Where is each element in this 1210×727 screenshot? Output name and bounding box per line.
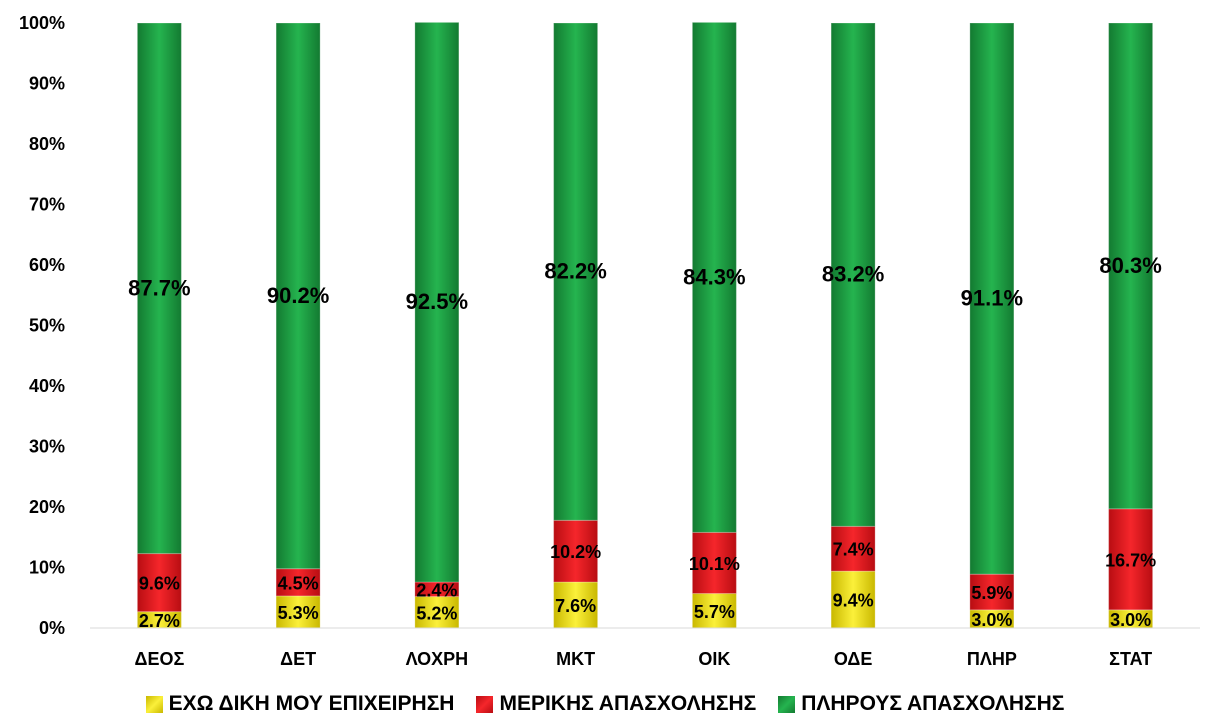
y-tick-label: 50% bbox=[29, 316, 65, 336]
data-label: 10.2% bbox=[550, 542, 601, 562]
legend: ΕΧΩ ΔΙΚΗ ΜΟΥ ΕΠΙΧΕΙΡΗΣΗ ΜΕΡΙΚΗΣ ΑΠΑΣΧΟΛΗΣ… bbox=[0, 686, 1210, 722]
bar-segment bbox=[830, 570, 876, 629]
y-tick-label: 10% bbox=[29, 558, 65, 578]
data-label: 10.1% bbox=[689, 554, 740, 574]
data-label: 5.3% bbox=[278, 603, 319, 623]
data-label: 4.5% bbox=[278, 573, 319, 593]
legend-label: ΜΕΡΙΚΗΣ ΑΠΑΣΧΟΛΗΣΗΣ bbox=[499, 692, 757, 715]
y-tick-label: 60% bbox=[29, 255, 65, 275]
data-label: 5.7% bbox=[694, 602, 735, 622]
legend-swatch bbox=[476, 695, 494, 713]
legend-item: ΕΧΩ ΔΙΚΗ ΜΟΥ ΕΠΙΧΕΙΡΗΣΗ bbox=[145, 692, 455, 716]
y-tick-label: 0% bbox=[39, 618, 65, 638]
x-axis: ΔΕΟΣ ΔΕΤ ΛΟΧΡΗ ΜΚΤ ΟΙΚ ΟΔΕ ΠΛΗΡ ΣΤΑΤ bbox=[90, 627, 1200, 669]
y-tick-label: 30% bbox=[29, 437, 65, 457]
x-category-label: ΜΚΤ bbox=[556, 649, 595, 669]
x-category-label: ΛΟΧΡΗ bbox=[406, 649, 469, 669]
data-label: 80.3% bbox=[1099, 253, 1161, 278]
bar-segment bbox=[553, 581, 599, 629]
bar-segment bbox=[275, 568, 321, 597]
legend-label: ΠΛΗΡΟΥΣ ΑΠΑΣΧΟΛΗΣΗΣ bbox=[801, 692, 1065, 715]
y-tick-label: 70% bbox=[29, 195, 65, 215]
legend-swatch bbox=[145, 695, 163, 713]
x-category-label: ΟΙΚ bbox=[698, 649, 730, 669]
bar-segment bbox=[969, 573, 1015, 611]
data-label: 9.4% bbox=[833, 591, 874, 611]
data-label: 3.0% bbox=[1110, 610, 1151, 630]
bar-segment bbox=[969, 22, 1015, 575]
data-label: 90.2% bbox=[267, 283, 329, 308]
bar-segment bbox=[275, 595, 321, 629]
bar-segment bbox=[1108, 22, 1154, 510]
bar-segment bbox=[275, 22, 321, 570]
data-label: 9.6% bbox=[139, 574, 180, 594]
data-label: 7.6% bbox=[555, 596, 596, 616]
bar-segment bbox=[414, 21, 460, 583]
data-label: 16.7% bbox=[1105, 550, 1156, 570]
bar-segment bbox=[830, 525, 876, 572]
bar-segment bbox=[1108, 508, 1154, 611]
x-category-label: ΔΕΟΣ bbox=[135, 649, 185, 669]
bar-segment bbox=[136, 22, 182, 555]
data-label: 2.7% bbox=[139, 611, 180, 631]
data-label: 5.2% bbox=[416, 603, 457, 623]
data-label: 84.3% bbox=[683, 264, 745, 289]
data-label: 87.7% bbox=[128, 275, 190, 300]
bar-segment bbox=[553, 519, 599, 583]
bar-segment bbox=[136, 553, 182, 613]
data-labels: 2.7% 9.6% 87.7% 5.3% 4.5% 90.2% 5.2% 2.4% 92.5% 7… bbox=[128, 253, 1162, 631]
y-axis: 0% 10% 20% 30% 40% 50% 60% 70% 80% 90% 100% bbox=[19, 13, 65, 638]
legend-swatch bbox=[778, 695, 796, 713]
stacked-bar-chart: 0% 10% 20% 30% 40% 50% 60% 70% 80% 90% 100% 2.7% 9.… bbox=[19, 13, 1200, 669]
x-category-label: ΠΛΗΡ bbox=[967, 649, 1017, 669]
x-category-label: ΟΔΕ bbox=[834, 649, 872, 669]
data-label: 7.4% bbox=[833, 540, 874, 560]
bar-segment bbox=[553, 22, 599, 521]
bar-segment bbox=[830, 22, 876, 527]
legend-label: ΕΧΩ ΔΙΚΗ ΜΟΥ ΕΠΙΧΕΙΡΗΣΗ bbox=[168, 692, 455, 715]
data-label: 83.2% bbox=[822, 262, 884, 287]
legend-item: ΜΕΡΙΚΗΣ ΑΠΑΣΧΟΛΗΣΗΣ bbox=[476, 692, 756, 716]
data-label: 92.5% bbox=[406, 289, 468, 314]
y-tick-label: 80% bbox=[29, 134, 65, 154]
y-tick-label: 40% bbox=[29, 376, 65, 396]
x-category-label: ΣΤΑΤ bbox=[1109, 649, 1152, 669]
x-category-label: ΔΕΤ bbox=[280, 649, 316, 669]
bar-segment bbox=[691, 21, 737, 533]
data-label: 82.2% bbox=[544, 259, 606, 284]
y-tick-label: 90% bbox=[29, 74, 65, 94]
y-tick-label: 100% bbox=[19, 13, 65, 33]
data-label: 91.1% bbox=[961, 286, 1023, 311]
bars bbox=[136, 21, 1154, 629]
data-label: 3.0% bbox=[971, 610, 1012, 630]
legend-item: ΠΛΗΡΟΥΣ ΑΠΑΣΧΟΛΗΣΗΣ bbox=[778, 692, 1064, 716]
data-label: 2.4% bbox=[416, 580, 457, 600]
y-tick-label: 20% bbox=[29, 497, 65, 517]
data-label: 5.9% bbox=[971, 583, 1012, 603]
